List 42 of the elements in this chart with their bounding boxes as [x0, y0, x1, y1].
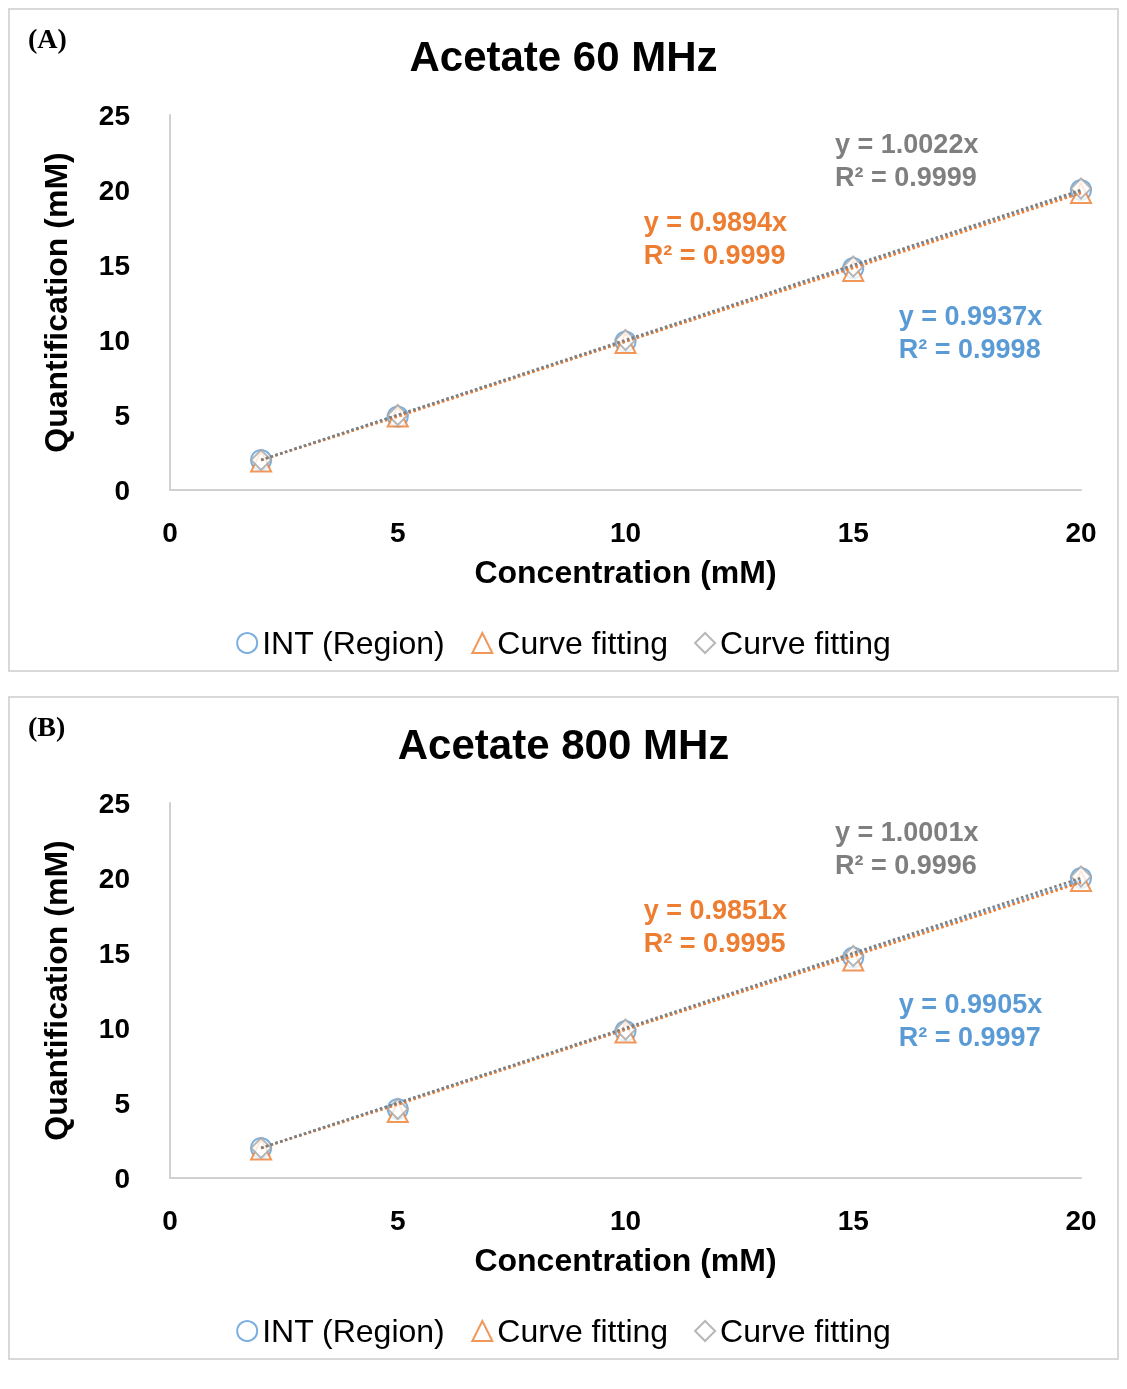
y-tick-label: 5	[114, 399, 130, 431]
y-tick-label: 20	[98, 862, 130, 894]
legend-label: INT (Region)	[262, 625, 445, 661]
annotation: y = 0.9937x R² = 0.9998	[898, 301, 1043, 364]
annotation: y = 0.9894x R² = 0.9999	[643, 207, 788, 271]
legend-label: Curve fitting	[497, 1313, 669, 1349]
y-tick-label: 15	[98, 937, 130, 969]
x-tick-label: 20	[1065, 516, 1097, 548]
legend-label: INT (Region)	[262, 1313, 445, 1349]
chart-title: Acetate 800 MHz	[397, 720, 730, 768]
annotation: y = 0.9905x R² = 0.9997	[898, 989, 1043, 1052]
legend-label: Curve fitting	[720, 1313, 891, 1349]
x-tick-label: 5	[389, 516, 406, 548]
x-tick-label: 10	[609, 1204, 642, 1236]
x-tick-label: 20	[1065, 1204, 1097, 1236]
legend-label: Curve fitting	[720, 625, 891, 661]
y-tick-label: 25	[98, 99, 130, 131]
x-axis-title: Concentration (mM)	[474, 554, 777, 590]
annotation: y = 1.0022x R² = 0.9999	[835, 128, 979, 192]
y-tick-label: 5	[114, 1087, 130, 1119]
x-tick-label: 0	[162, 516, 178, 548]
x-tick-label: 15	[837, 516, 869, 548]
annotation: y = 0.9851x R² = 0.9995	[643, 895, 788, 959]
y-tick-label: 0	[114, 474, 130, 506]
x-tick-label: 5	[389, 1204, 406, 1236]
y-tick-label: 15	[98, 249, 130, 281]
x-axis-title: Concentration (mM)	[474, 1242, 777, 1278]
chart-title: Acetate 60 MHz	[409, 32, 718, 80]
y-tick-label: 10	[98, 324, 130, 356]
y-tick-label: 25	[98, 787, 130, 819]
x-tick-label: 0	[162, 1204, 178, 1236]
text: (B)	[28, 710, 66, 742]
annotation: y = 1.0001x R² = 0.9996	[835, 816, 979, 880]
y-tick-label: 10	[98, 1012, 130, 1044]
text: (A)	[28, 22, 67, 54]
y-axis-title: Quantification (mM)	[38, 152, 74, 453]
y-axis-title: Quantification (mM)	[38, 840, 74, 1141]
legend-label: Curve fitting	[497, 625, 669, 661]
x-tick-label: 10	[609, 516, 642, 548]
x-tick-label: 15	[837, 1204, 869, 1236]
y-tick-label: 0	[114, 1162, 130, 1194]
y-tick-label: 20	[98, 174, 130, 206]
